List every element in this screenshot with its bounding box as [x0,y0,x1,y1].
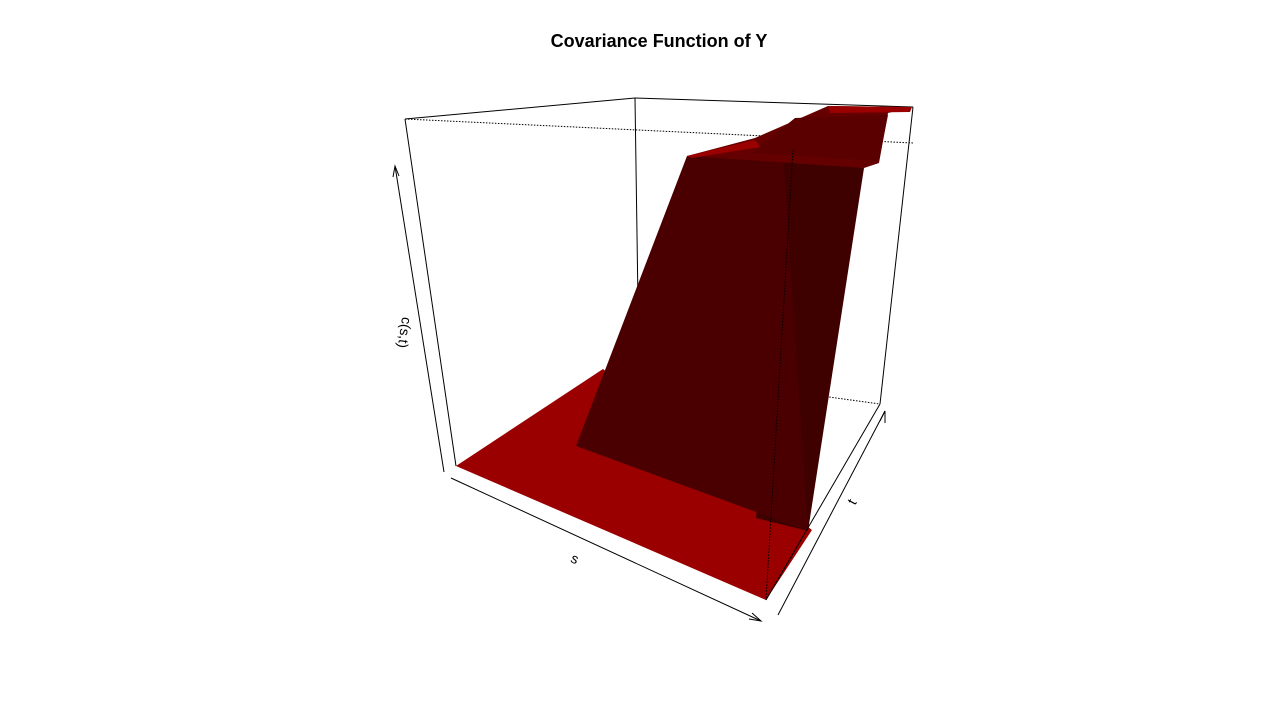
surface-top-edge [828,106,912,113]
surface [456,106,912,600]
surface-low-plane [456,369,812,600]
box-front-edges [404,106,914,601]
x-axis-label: s [569,550,582,567]
surface-top-lip [687,140,760,158]
z-axis-label: c(s,t) [395,316,415,349]
y-axis-label: t [844,496,860,507]
z-axis-arrow [394,165,445,473]
t-axis-arrow [777,410,886,616]
s-axis-arrow [450,477,762,622]
surface-top-recess [752,115,888,161]
chart-title: Covariance Function of Y [551,31,768,51]
surface-wall-front [576,153,808,531]
axis-arrows [392,164,886,622]
